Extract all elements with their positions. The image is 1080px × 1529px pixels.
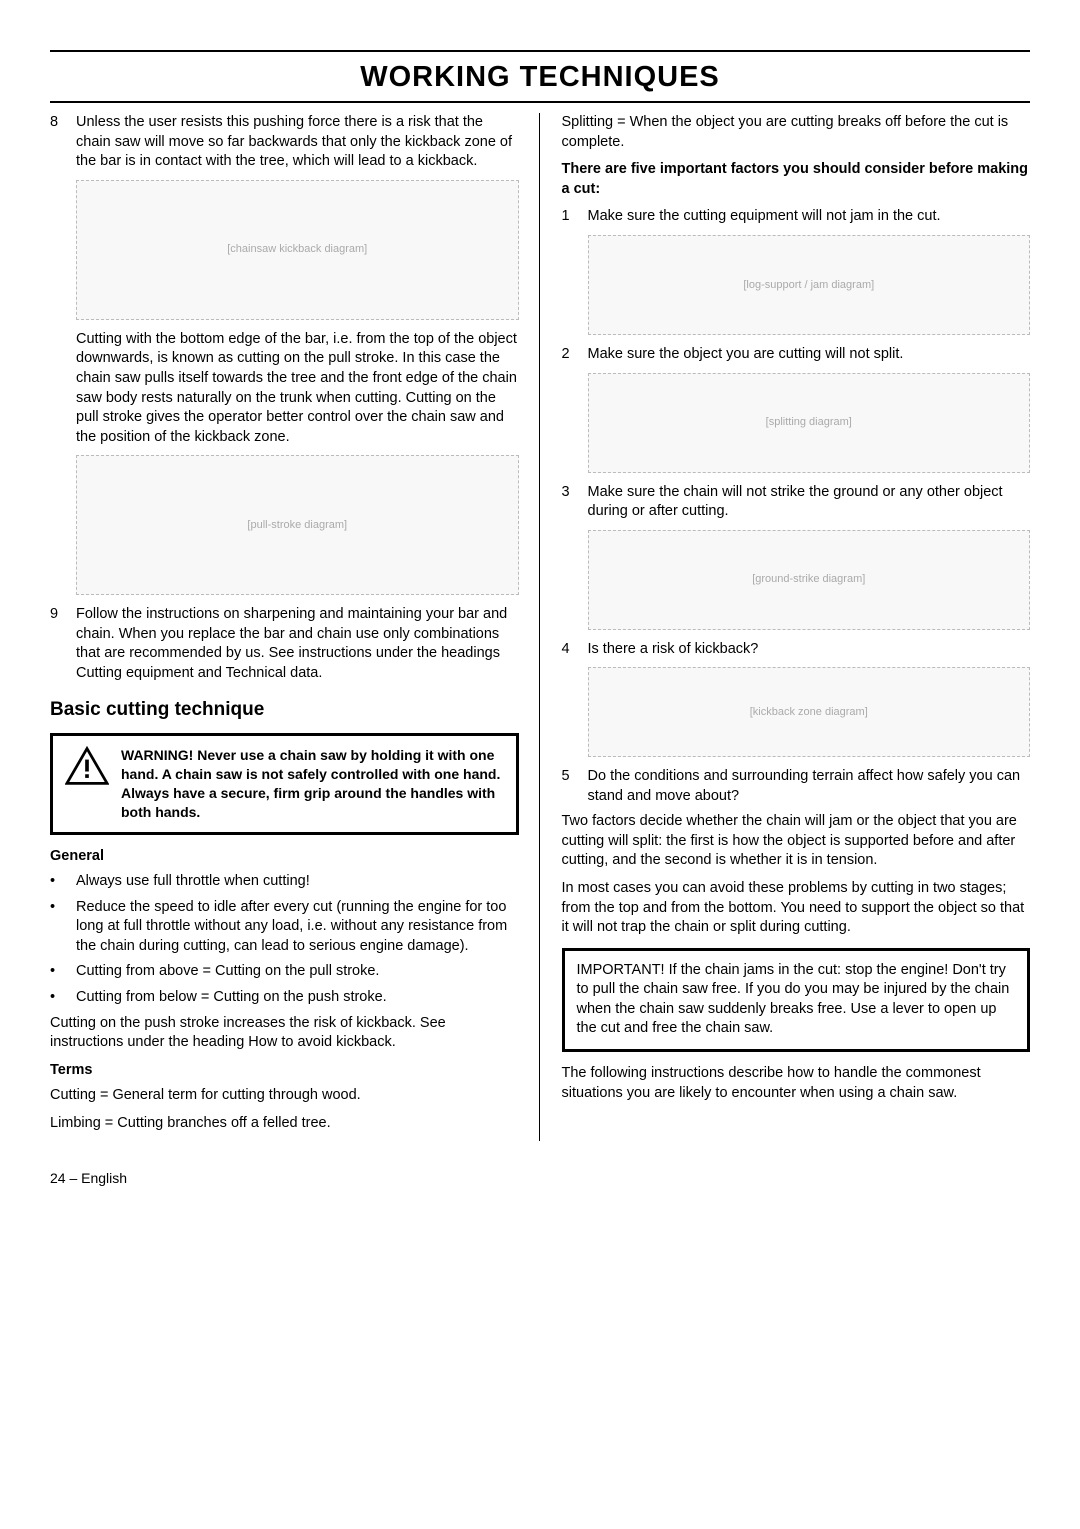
- bullet-text: Cutting from above = Cutting on the pull…: [76, 962, 379, 982]
- two-factors-paragraph: Two factors decide whether the chain wil…: [562, 812, 1031, 871]
- page-title: WORKING TECHNIQUES: [50, 58, 1030, 97]
- important-box: IMPORTANT! If the chain jams in the cut:…: [562, 948, 1031, 1052]
- item-number: 1: [562, 207, 588, 227]
- two-column-layout: 8 Unless the user resists this pushing f…: [50, 113, 1030, 1141]
- item-number: 8: [50, 113, 76, 172]
- warning-icon: [65, 746, 109, 786]
- item-text: Follow the instructions on sharpening an…: [76, 605, 519, 683]
- list-item: •Reduce the speed to idle after every cu…: [50, 898, 519, 957]
- warning-text: WARNING! Never use a chain saw by holdin…: [121, 746, 504, 822]
- term-limbing: Limbing = Cutting branches off a felled …: [50, 1114, 519, 1134]
- heading-five-factors: There are five important factors you sho…: [562, 160, 1031, 199]
- item-8-continuation: Cutting with the bottom edge of the bar,…: [76, 330, 519, 447]
- term-cutting: Cutting = General term for cutting throu…: [50, 1086, 519, 1106]
- general-bullet-list: •Always use full throttle when cutting! …: [50, 872, 519, 1007]
- list-item-9: 9 Follow the instructions on sharpening …: [50, 605, 519, 683]
- item-number: 5: [562, 767, 588, 806]
- bullet-icon: •: [50, 962, 76, 982]
- heading-terms: Terms: [50, 1061, 519, 1081]
- important-text: IMPORTANT! If the chain jams in the cut:…: [577, 962, 1010, 1037]
- bullet-icon: •: [50, 898, 76, 957]
- list-item: •Cutting from above = Cutting on the pul…: [50, 962, 519, 982]
- top-rule: [50, 50, 1030, 52]
- bullet-text: Cutting from below = Cutting on the push…: [76, 988, 387, 1008]
- left-column: 8 Unless the user resists this pushing f…: [50, 113, 540, 1141]
- figure-pull-stroke: [pull-stroke diagram]: [76, 455, 519, 595]
- factor-item-5: 5 Do the conditions and surrounding terr…: [562, 767, 1031, 806]
- list-item-8: 8 Unless the user resists this pushing f…: [50, 113, 519, 172]
- term-splitting: Splitting = When the object you are cutt…: [562, 113, 1031, 152]
- list-item: •Cutting from below = Cutting on the pus…: [50, 988, 519, 1008]
- warning-box: WARNING! Never use a chain saw by holdin…: [50, 733, 519, 835]
- following-instructions-paragraph: The following instructions describe how …: [562, 1064, 1031, 1103]
- item-text: Make sure the chain will not strike the …: [588, 483, 1031, 522]
- factor-item-2: 2 Make sure the object you are cutting w…: [562, 345, 1031, 365]
- title-rule: [50, 101, 1030, 103]
- two-stages-paragraph: In most cases you can avoid these proble…: [562, 879, 1031, 938]
- factor-item-4: 4 Is there a risk of kickback?: [562, 640, 1031, 660]
- bullet-text: Reduce the speed to idle after every cut…: [76, 898, 519, 957]
- page-footer: 24 – English: [50, 1169, 1030, 1188]
- right-column: Splitting = When the object you are cutt…: [562, 113, 1031, 1141]
- bullet-icon: •: [50, 988, 76, 1008]
- heading-general: General: [50, 847, 519, 867]
- figure-jam: [log-support / jam diagram]: [588, 235, 1031, 335]
- figure-kickback-risk: [kickback zone diagram]: [588, 667, 1031, 757]
- factor-item-3: 3 Make sure the chain will not strike th…: [562, 483, 1031, 522]
- factor-item-1: 1 Make sure the cutting equipment will n…: [562, 207, 1031, 227]
- figure-split: [splitting diagram]: [588, 373, 1031, 473]
- item-text: Unless the user resists this pushing for…: [76, 113, 519, 172]
- item-text: Make sure the cutting equipment will not…: [588, 207, 1031, 227]
- item-text: Make sure the object you are cutting wil…: [588, 345, 1031, 365]
- list-item: •Always use full throttle when cutting!: [50, 872, 519, 892]
- bullet-icon: •: [50, 872, 76, 892]
- figure-kickback: [chainsaw kickback diagram]: [76, 180, 519, 320]
- item-number: 3: [562, 483, 588, 522]
- figure-ground-strike: [ground-strike diagram]: [588, 530, 1031, 630]
- item-number: 9: [50, 605, 76, 683]
- item-text: Do the conditions and surrounding terrai…: [588, 767, 1031, 806]
- push-stroke-paragraph: Cutting on the push stroke increases the…: [50, 1014, 519, 1053]
- item-number: 4: [562, 640, 588, 660]
- bullet-text: Always use full throttle when cutting!: [76, 872, 310, 892]
- subheading-basic-cutting: Basic cutting technique: [50, 697, 519, 723]
- item-number: 2: [562, 345, 588, 365]
- item-text: Is there a risk of kickback?: [588, 640, 1031, 660]
